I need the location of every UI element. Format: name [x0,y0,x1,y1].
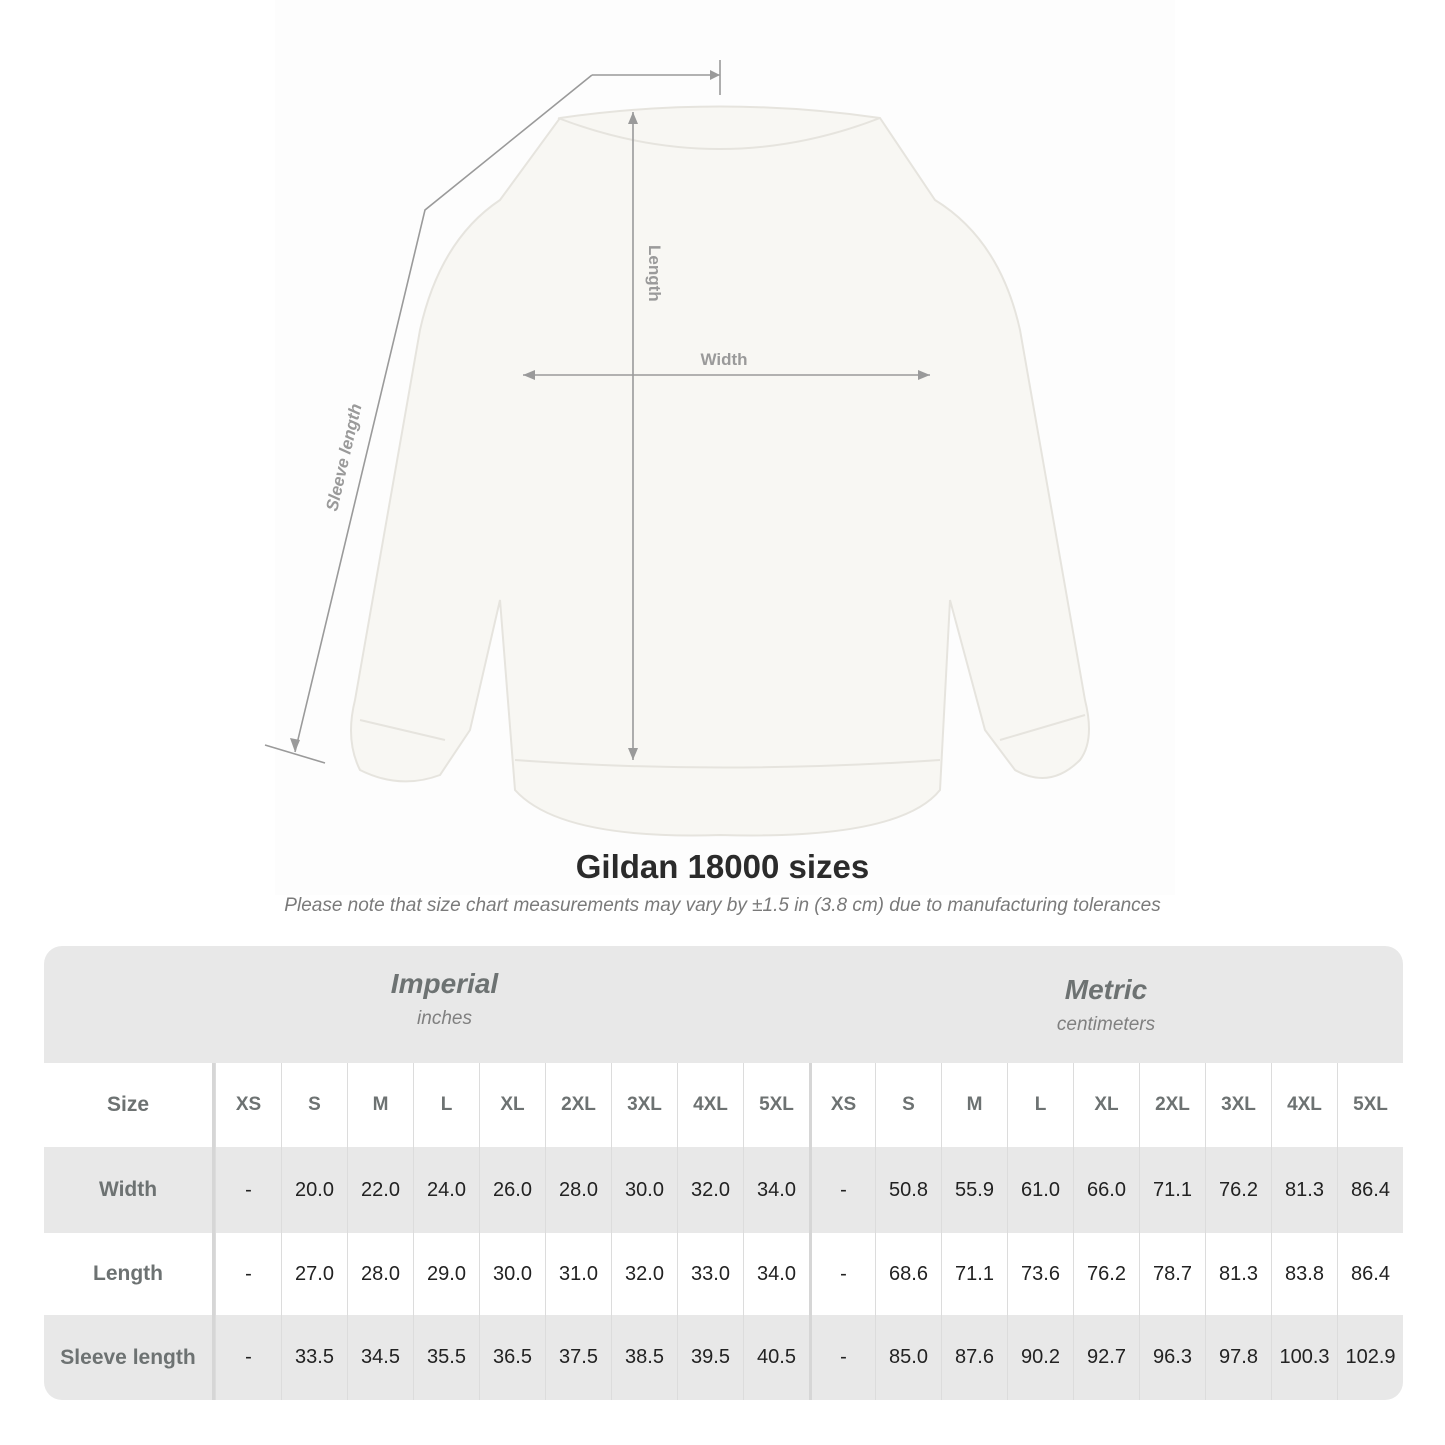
size-header-imperial: XL [479,1063,545,1147]
metric-value-cell: 66.0 [1073,1147,1139,1233]
imperial-value-cell: 24.0 [413,1147,479,1233]
imperial-value-cell: 37.5 [545,1315,611,1400]
imperial-value-cell: 28.0 [347,1233,413,1315]
measurement-lines [264,60,930,764]
table-row: Width -20.0 22.0 24.0 26.0 28.0 30.0 32.0 34.0-5… [44,1147,1403,1233]
imperial-value-cell: 35.5 [413,1315,479,1400]
imperial-value-cell: 22.0 [347,1147,413,1233]
metric-value-cell: 55.9 [941,1147,1007,1233]
size-header-imperial: 5XL [743,1063,809,1147]
size-header-label: Size [44,1063,215,1147]
metric-value-cell: 83.8 [1271,1233,1337,1315]
size-header-metric: S [875,1063,941,1147]
arrowheads [290,70,930,760]
metric-value-cell: 76.2 [1205,1147,1271,1233]
imperial-value-cell: 32.0 [677,1147,743,1233]
size-header-imperial: L [413,1063,479,1147]
length-label: Length [645,245,664,302]
metric-value-cell: 102.9 [1337,1315,1403,1400]
size-header-metric: 5XL [1337,1063,1403,1147]
metric-value-cell: 81.3 [1271,1147,1337,1233]
metric-value-cell: 76.2 [1073,1233,1139,1315]
metric-value-cell: 71.1 [1139,1147,1205,1233]
size-header-imperial: M [347,1063,413,1147]
imperial-value-cell: 33.5 [281,1315,347,1400]
metric-value-cell: 61.0 [1007,1147,1073,1233]
metric-value-cell: - [809,1315,875,1400]
imperial-value-cell: 29.0 [413,1233,479,1315]
size-header-metric: 3XL [1205,1063,1271,1147]
table-row: Sleeve length -33.5 34.5 35.5 36.5 37.5 38.5 39… [44,1315,1403,1400]
size-header-metric: 4XL [1271,1063,1337,1147]
imperial-value-cell: 34.0 [743,1147,809,1233]
size-header-imperial: 4XL [677,1063,743,1147]
imperial-value-cell: 32.0 [611,1233,677,1315]
imperial-value-cell: 27.0 [281,1233,347,1315]
imperial-header: Imperial inches [215,968,674,1030]
sweatshirt-diagram: Length Width Sleeve length [264,60,1090,837]
size-header-row: Size XS S M L XL 2XL 3XL 4XL 5XL XS S M L XL 2XL 3XL 4XL 5… [44,1063,1403,1147]
metric-value-cell: 87.6 [941,1315,1007,1400]
metric-value-cell: 92.7 [1073,1315,1139,1400]
metric-value-cell: - [809,1233,875,1315]
tolerance-note: Please note that size chart measurements… [284,895,1161,916]
imperial-value-cell: 33.0 [677,1233,743,1315]
row-label: Length [44,1233,215,1315]
size-header-metric: M [941,1063,1007,1147]
size-header-metric: L [1007,1063,1073,1147]
imperial-value-cell: 28.0 [545,1147,611,1233]
metric-value-cell: 78.7 [1139,1233,1205,1315]
imperial-value-cell: 34.5 [347,1315,413,1400]
imperial-value-cell: - [215,1233,281,1315]
imperial-value-cell: 30.0 [611,1147,677,1233]
row-label: Width [44,1147,215,1233]
imperial-value-cell: - [215,1315,281,1400]
size-header-imperial: S [281,1063,347,1147]
imperial-value-cell: 36.5 [479,1315,545,1400]
size-header-metric: XS [809,1063,875,1147]
imperial-unit: inches [417,1008,472,1029]
size-table: Imperial inches Metric centimeters Size X… [44,946,1403,1400]
imperial-value-cell: 31.0 [545,1233,611,1315]
metric-value-cell: 81.3 [1205,1233,1271,1315]
metric-value-cell: 86.4 [1337,1147,1403,1233]
size-header-metric: XL [1073,1063,1139,1147]
imperial-value-cell: - [215,1147,281,1233]
imperial-title: Imperial [390,968,499,999]
metric-header: Metric centimeters [809,974,1403,1036]
size-header-imperial: 3XL [611,1063,677,1147]
imperial-value-cell: 39.5 [677,1315,743,1400]
sweatshirt-image [350,105,1090,837]
metric-value-cell: 73.6 [1007,1233,1073,1315]
size-header-metric: 2XL [1139,1063,1205,1147]
imperial-value-cell: 40.5 [743,1315,809,1400]
metric-value-cell: 96.3 [1139,1315,1205,1400]
metric-value-cell: 68.6 [875,1233,941,1315]
imperial-value-cell: 30.0 [479,1233,545,1315]
unit-header-band [44,946,1403,1063]
chart-title: Gildan 18000 sizes [575,848,870,885]
imperial-value-cell: 38.5 [611,1315,677,1400]
metric-value-cell: 86.4 [1337,1233,1403,1315]
imperial-value-cell: 34.0 [743,1233,809,1315]
imperial-value-cell: 26.0 [479,1147,545,1233]
metric-value-cell: 97.8 [1205,1315,1271,1400]
metric-value-cell: 90.2 [1007,1315,1073,1400]
table-row: Length -27.0 28.0 29.0 30.0 31.0 32.0 33.0 34.0-… [44,1233,1403,1315]
metric-value-cell: 85.0 [875,1315,941,1400]
metric-value-cell: - [809,1147,875,1233]
metric-value-cell: 71.1 [941,1233,1007,1315]
metric-value-cell: 100.3 [1271,1315,1337,1400]
metric-value-cell: 50.8 [875,1147,941,1233]
metric-title: Metric [1064,974,1148,1005]
metric-unit: centimeters [1056,1014,1156,1035]
row-label: Sleeve length [44,1315,215,1400]
width-label: Width [700,350,747,369]
size-header-imperial: 2XL [545,1063,611,1147]
imperial-value-cell: 20.0 [281,1147,347,1233]
size-header-imperial: XS [215,1063,281,1147]
